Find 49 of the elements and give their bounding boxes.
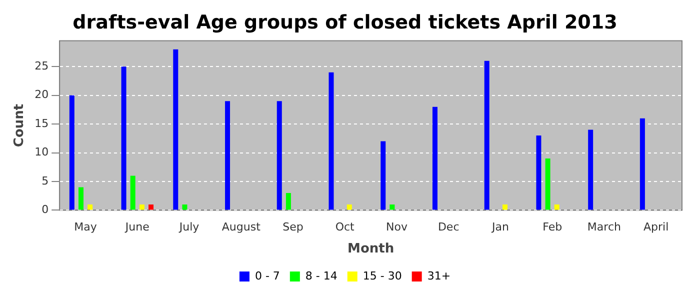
x-tick-label: July	[178, 220, 200, 234]
bar	[390, 204, 395, 210]
bar	[588, 130, 594, 210]
bar	[432, 106, 438, 210]
bar	[182, 204, 188, 210]
chart-title: drafts-eval Age groups of closed tickets April 2013	[72, 11, 618, 34]
bar	[225, 101, 230, 210]
legend-label: 31+	[427, 269, 451, 282]
y-axis-title: Count	[12, 104, 28, 148]
bar	[121, 66, 126, 210]
legend-label: 15 - 30	[362, 269, 402, 282]
bar	[148, 204, 154, 210]
bar	[640, 118, 645, 210]
x-tick-label: March	[587, 220, 621, 234]
bar	[484, 60, 490, 210]
y-tick-label: 15	[34, 116, 49, 130]
x-tick-label: August	[222, 220, 262, 234]
bar	[173, 49, 178, 210]
bar	[130, 176, 136, 210]
bar	[276, 101, 282, 210]
x-tick-label: Oct	[335, 220, 356, 234]
x-tick-label: Feb	[542, 220, 562, 234]
bar	[88, 204, 93, 210]
y-tick-label: 10	[34, 146, 49, 159]
legend-label: 8 - 14	[305, 269, 338, 282]
x-tick-label: April	[643, 220, 669, 234]
bar	[380, 141, 386, 210]
x-tick-label: Sep	[282, 220, 304, 234]
bar	[286, 192, 291, 210]
x-tick-label: June	[124, 220, 150, 234]
x-tick-label: Jan	[490, 220, 509, 234]
x-tick-label: Nov	[386, 220, 408, 234]
bar	[502, 204, 508, 210]
y-tick-label: 20	[34, 88, 49, 102]
y-tick-label: 0	[42, 203, 49, 216]
bar	[139, 204, 144, 210]
bar	[78, 187, 84, 210]
x-axis-title: Month	[348, 242, 394, 257]
bar	[328, 72, 334, 210]
x-tick-label: Dec	[438, 220, 460, 234]
bar	[536, 136, 542, 210]
bar	[545, 158, 550, 210]
y-tick-label: 25	[34, 60, 49, 72]
bar	[554, 204, 560, 210]
x-tick-label: May	[74, 220, 98, 234]
bar	[346, 204, 352, 210]
legend-label: 0 - 7	[254, 269, 280, 282]
y-tick-label: 5	[42, 174, 49, 188]
bar	[69, 95, 74, 210]
